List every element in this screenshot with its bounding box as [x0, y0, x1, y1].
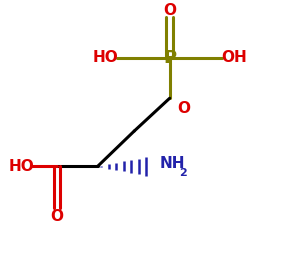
Text: O: O — [50, 209, 64, 224]
Text: 2: 2 — [179, 168, 187, 178]
Text: P: P — [163, 49, 176, 67]
Text: O: O — [178, 101, 190, 116]
Text: OH: OH — [221, 50, 247, 65]
Text: HO: HO — [9, 159, 34, 174]
Text: O: O — [163, 3, 176, 18]
Text: NH: NH — [159, 156, 185, 171]
Text: HO: HO — [93, 50, 118, 65]
